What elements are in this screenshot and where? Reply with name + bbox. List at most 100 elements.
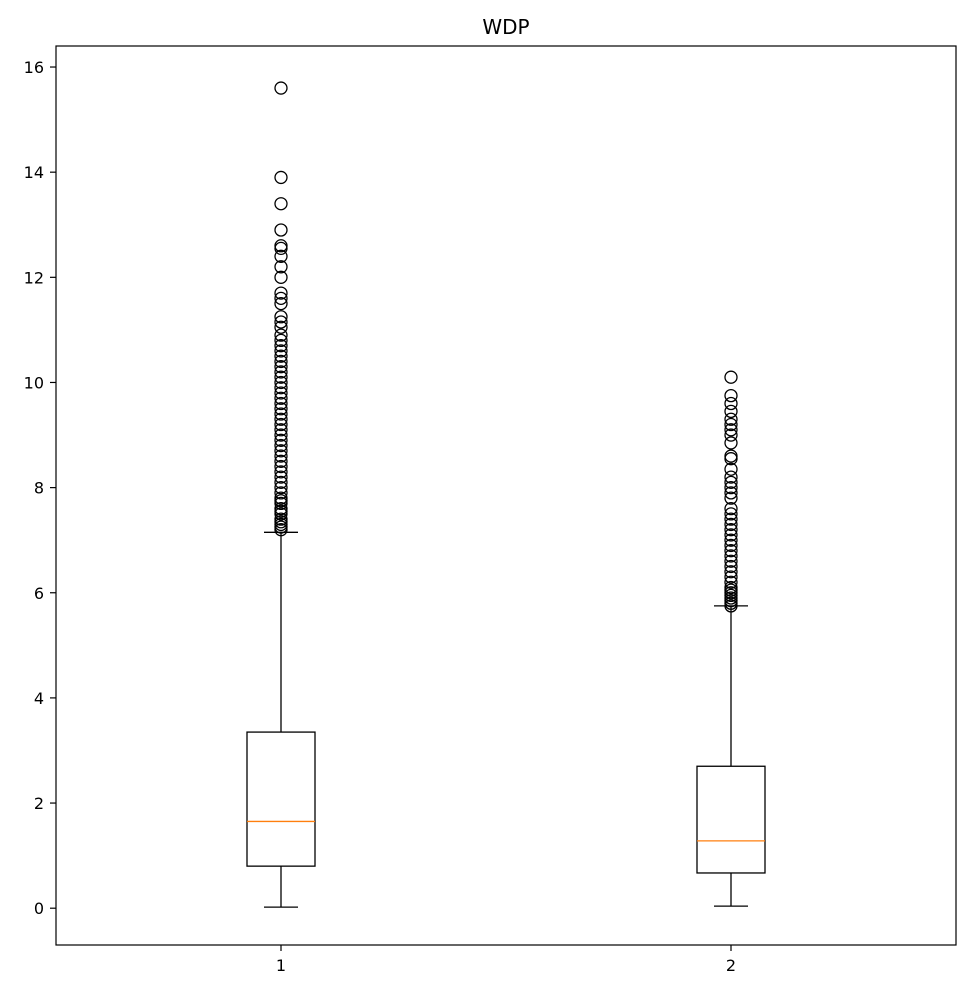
outlier-point xyxy=(274,286,288,300)
outlier-point xyxy=(274,339,288,353)
outlier-point xyxy=(724,370,738,384)
outlier-point xyxy=(274,296,288,311)
outlier-point xyxy=(274,381,288,395)
outlier-point xyxy=(274,365,288,379)
x-tick-label: 2 xyxy=(726,956,736,975)
outlier-point xyxy=(724,507,738,521)
outlier-point xyxy=(274,370,288,384)
outlier-point xyxy=(274,354,288,369)
outlier-point xyxy=(724,565,738,579)
outlier-point xyxy=(724,570,738,584)
outlier-point xyxy=(274,249,288,263)
chart-title: WDP xyxy=(482,15,529,39)
outlier-point xyxy=(724,423,738,437)
outlier-point xyxy=(724,517,738,532)
outlier-point xyxy=(274,239,288,253)
outlier-point xyxy=(274,417,288,432)
outlier-point xyxy=(724,428,738,442)
outlier-point xyxy=(724,575,738,589)
outlier-point xyxy=(274,449,288,463)
outlier-point xyxy=(274,501,288,516)
outlier-point xyxy=(724,412,738,426)
outlier-point xyxy=(724,491,738,505)
outlier-point xyxy=(274,396,288,411)
outlier-point xyxy=(724,538,738,553)
outlier-point xyxy=(724,475,738,490)
outlier-point xyxy=(724,512,738,526)
outlier-point xyxy=(274,438,288,453)
outlier-point xyxy=(274,328,288,342)
box-iqr xyxy=(696,765,766,874)
y-tick-label: 0 xyxy=(34,899,44,918)
outlier-point xyxy=(724,533,738,547)
plot-marks xyxy=(246,81,766,908)
outlier-point xyxy=(274,470,288,484)
outlier-point xyxy=(274,223,288,237)
outlier-point xyxy=(724,580,738,595)
outlier-point xyxy=(724,554,738,568)
outlier-point xyxy=(724,549,738,563)
outlier-point xyxy=(724,449,738,463)
outlier-point xyxy=(274,486,288,500)
outlier-point xyxy=(274,465,288,479)
y-tick-label: 10 xyxy=(24,373,44,392)
outlier-point xyxy=(274,333,288,348)
x-tick-label: 1 xyxy=(276,956,286,975)
outlier-point xyxy=(724,480,738,495)
outlier-point xyxy=(274,344,288,358)
outlier-point xyxy=(274,310,288,324)
y-tick-label: 16 xyxy=(24,58,44,77)
outlier-point xyxy=(274,459,288,474)
outlier-point xyxy=(274,407,288,421)
outlier-point xyxy=(274,475,288,490)
outlier-point xyxy=(274,349,288,363)
outlier-point xyxy=(274,444,288,458)
outlier-point xyxy=(724,528,738,542)
outlier-point xyxy=(274,391,288,405)
outlier-point xyxy=(724,559,738,574)
y-tick-label: 6 xyxy=(34,584,44,603)
outlier-point xyxy=(724,523,738,537)
outlier-point xyxy=(274,386,288,400)
y-tick-label: 14 xyxy=(24,163,44,182)
outlier-point xyxy=(274,360,288,374)
outlier-point xyxy=(274,270,288,284)
box-group-1 xyxy=(246,81,316,908)
outlier-point xyxy=(724,436,738,450)
y-axis: 0 2 4 6 8 10 12 14 16 xyxy=(24,58,56,918)
outlier-point xyxy=(274,375,288,390)
outlier-point xyxy=(274,197,288,211)
outlier-point xyxy=(724,404,738,419)
outlier-point xyxy=(274,170,288,185)
outlier-point xyxy=(724,470,738,484)
outlier-point xyxy=(724,501,738,516)
outlier-point xyxy=(274,491,288,505)
plot-area-frame xyxy=(55,45,957,946)
outlier-point xyxy=(274,320,288,334)
outlier-point xyxy=(724,388,738,403)
y-tick-label: 4 xyxy=(34,689,44,708)
box-iqr xyxy=(246,731,316,867)
outlier-point xyxy=(724,462,738,476)
outlier-point xyxy=(274,428,288,442)
outlier-point xyxy=(724,544,738,558)
outlier-point xyxy=(724,396,738,411)
outlier-point xyxy=(274,315,288,329)
y-tick-label: 12 xyxy=(24,268,44,287)
outlier-point xyxy=(274,433,288,447)
outlier-point xyxy=(274,412,288,426)
outlier-point xyxy=(274,454,288,468)
outlier-point xyxy=(724,417,738,432)
outlier-point xyxy=(274,480,288,495)
outlier-point xyxy=(724,486,738,500)
y-tick-label: 2 xyxy=(34,794,44,813)
outlier-point xyxy=(274,402,288,416)
outlier-point xyxy=(274,423,288,437)
box-group-2 xyxy=(696,370,766,907)
outlier-point xyxy=(274,291,288,306)
y-tick-label: 8 xyxy=(34,479,44,498)
outlier-point xyxy=(274,81,288,95)
